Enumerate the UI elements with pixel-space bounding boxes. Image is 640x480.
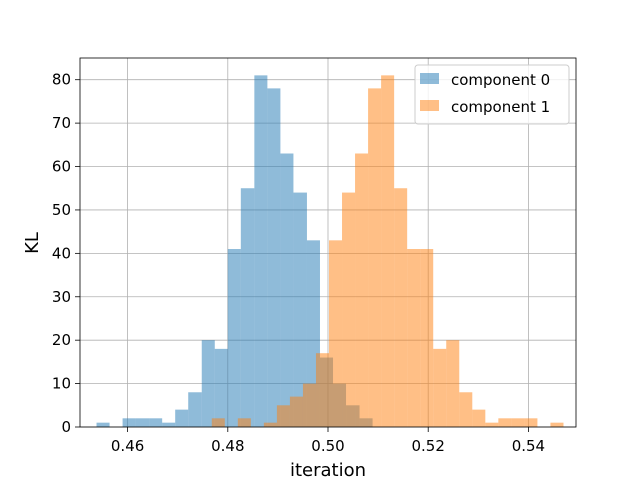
component-1-bar	[433, 348, 447, 427]
y-tick-label: 40	[52, 244, 71, 262]
y-tick-label: 10	[52, 375, 71, 393]
component-0-bar	[188, 392, 202, 427]
component-1-bar	[550, 422, 564, 427]
y-tick-label: 0	[61, 418, 71, 436]
component-1-bar	[263, 422, 277, 427]
legend: component 0 component 1	[414, 64, 570, 125]
component-1-bar	[485, 422, 499, 427]
component-0-bar	[135, 418, 150, 427]
component-0-bar	[267, 88, 281, 427]
component-1-bar	[329, 240, 343, 427]
component-1-bar	[420, 249, 434, 427]
component-1-bars	[211, 75, 564, 427]
component-1-bar	[276, 405, 290, 427]
legend-swatch-component-1	[420, 100, 439, 111]
y-axis-ticks: 0 10 20 30 40 50 60 70 80	[52, 71, 80, 436]
y-tick-label: 50	[52, 201, 71, 219]
component-0-bar	[240, 188, 255, 427]
component-0-bar	[96, 422, 110, 427]
component-0-bar	[149, 418, 163, 427]
x-tick-label: 0.48	[211, 437, 244, 455]
component-1-bar	[237, 418, 251, 427]
y-tick-label: 70	[52, 114, 71, 132]
x-tick-label: 0.52	[411, 437, 444, 455]
component-0-bar	[293, 192, 307, 427]
y-tick-label: 20	[52, 331, 71, 349]
y-tick-label: 30	[52, 288, 71, 306]
component-1-bar	[342, 192, 356, 427]
x-axis-ticks: 0.46 0.48 0.50 0.52 0.54	[111, 427, 545, 455]
component-1-bar	[211, 418, 225, 427]
legend-label-component-1: component 1	[451, 98, 550, 116]
component-1-bar	[302, 383, 316, 427]
component-1-bar	[472, 409, 486, 427]
y-tick-label: 80	[52, 71, 71, 89]
component-1-bar	[446, 340, 460, 427]
component-0-bar	[201, 340, 215, 427]
component-0-bar	[254, 75, 268, 427]
component-0-bar	[162, 422, 176, 427]
component-0-bar	[227, 249, 241, 427]
component-0-bar	[280, 153, 294, 427]
x-tick-label: 0.46	[111, 437, 144, 455]
component-0-bar	[214, 348, 228, 427]
x-tick-label: 0.54	[512, 437, 545, 455]
component-1-bar	[524, 418, 538, 427]
legend-box	[414, 64, 570, 125]
component-1-bar	[355, 153, 369, 427]
component-1-bar	[394, 188, 408, 427]
component-1-bar	[368, 88, 382, 427]
component-1-bar	[459, 392, 473, 427]
component-1-bar	[407, 249, 421, 427]
grid-lines	[80, 58, 576, 428]
component-1-bar	[498, 418, 512, 427]
component-1-bar	[381, 75, 395, 427]
component-0-bar	[175, 409, 189, 427]
y-tick-label: 60	[52, 158, 71, 176]
component-1-bar	[315, 353, 330, 427]
component-1-bar	[289, 396, 303, 427]
y-axis-label: KL	[22, 232, 43, 254]
x-tick-label: 0.50	[311, 437, 344, 455]
legend-swatch-component-0	[420, 73, 439, 84]
legend-label-component-0: component 0	[451, 71, 550, 89]
component-0-bar	[122, 418, 136, 427]
component-1-bar	[511, 418, 525, 427]
x-axis-label: iteration	[290, 460, 366, 480]
